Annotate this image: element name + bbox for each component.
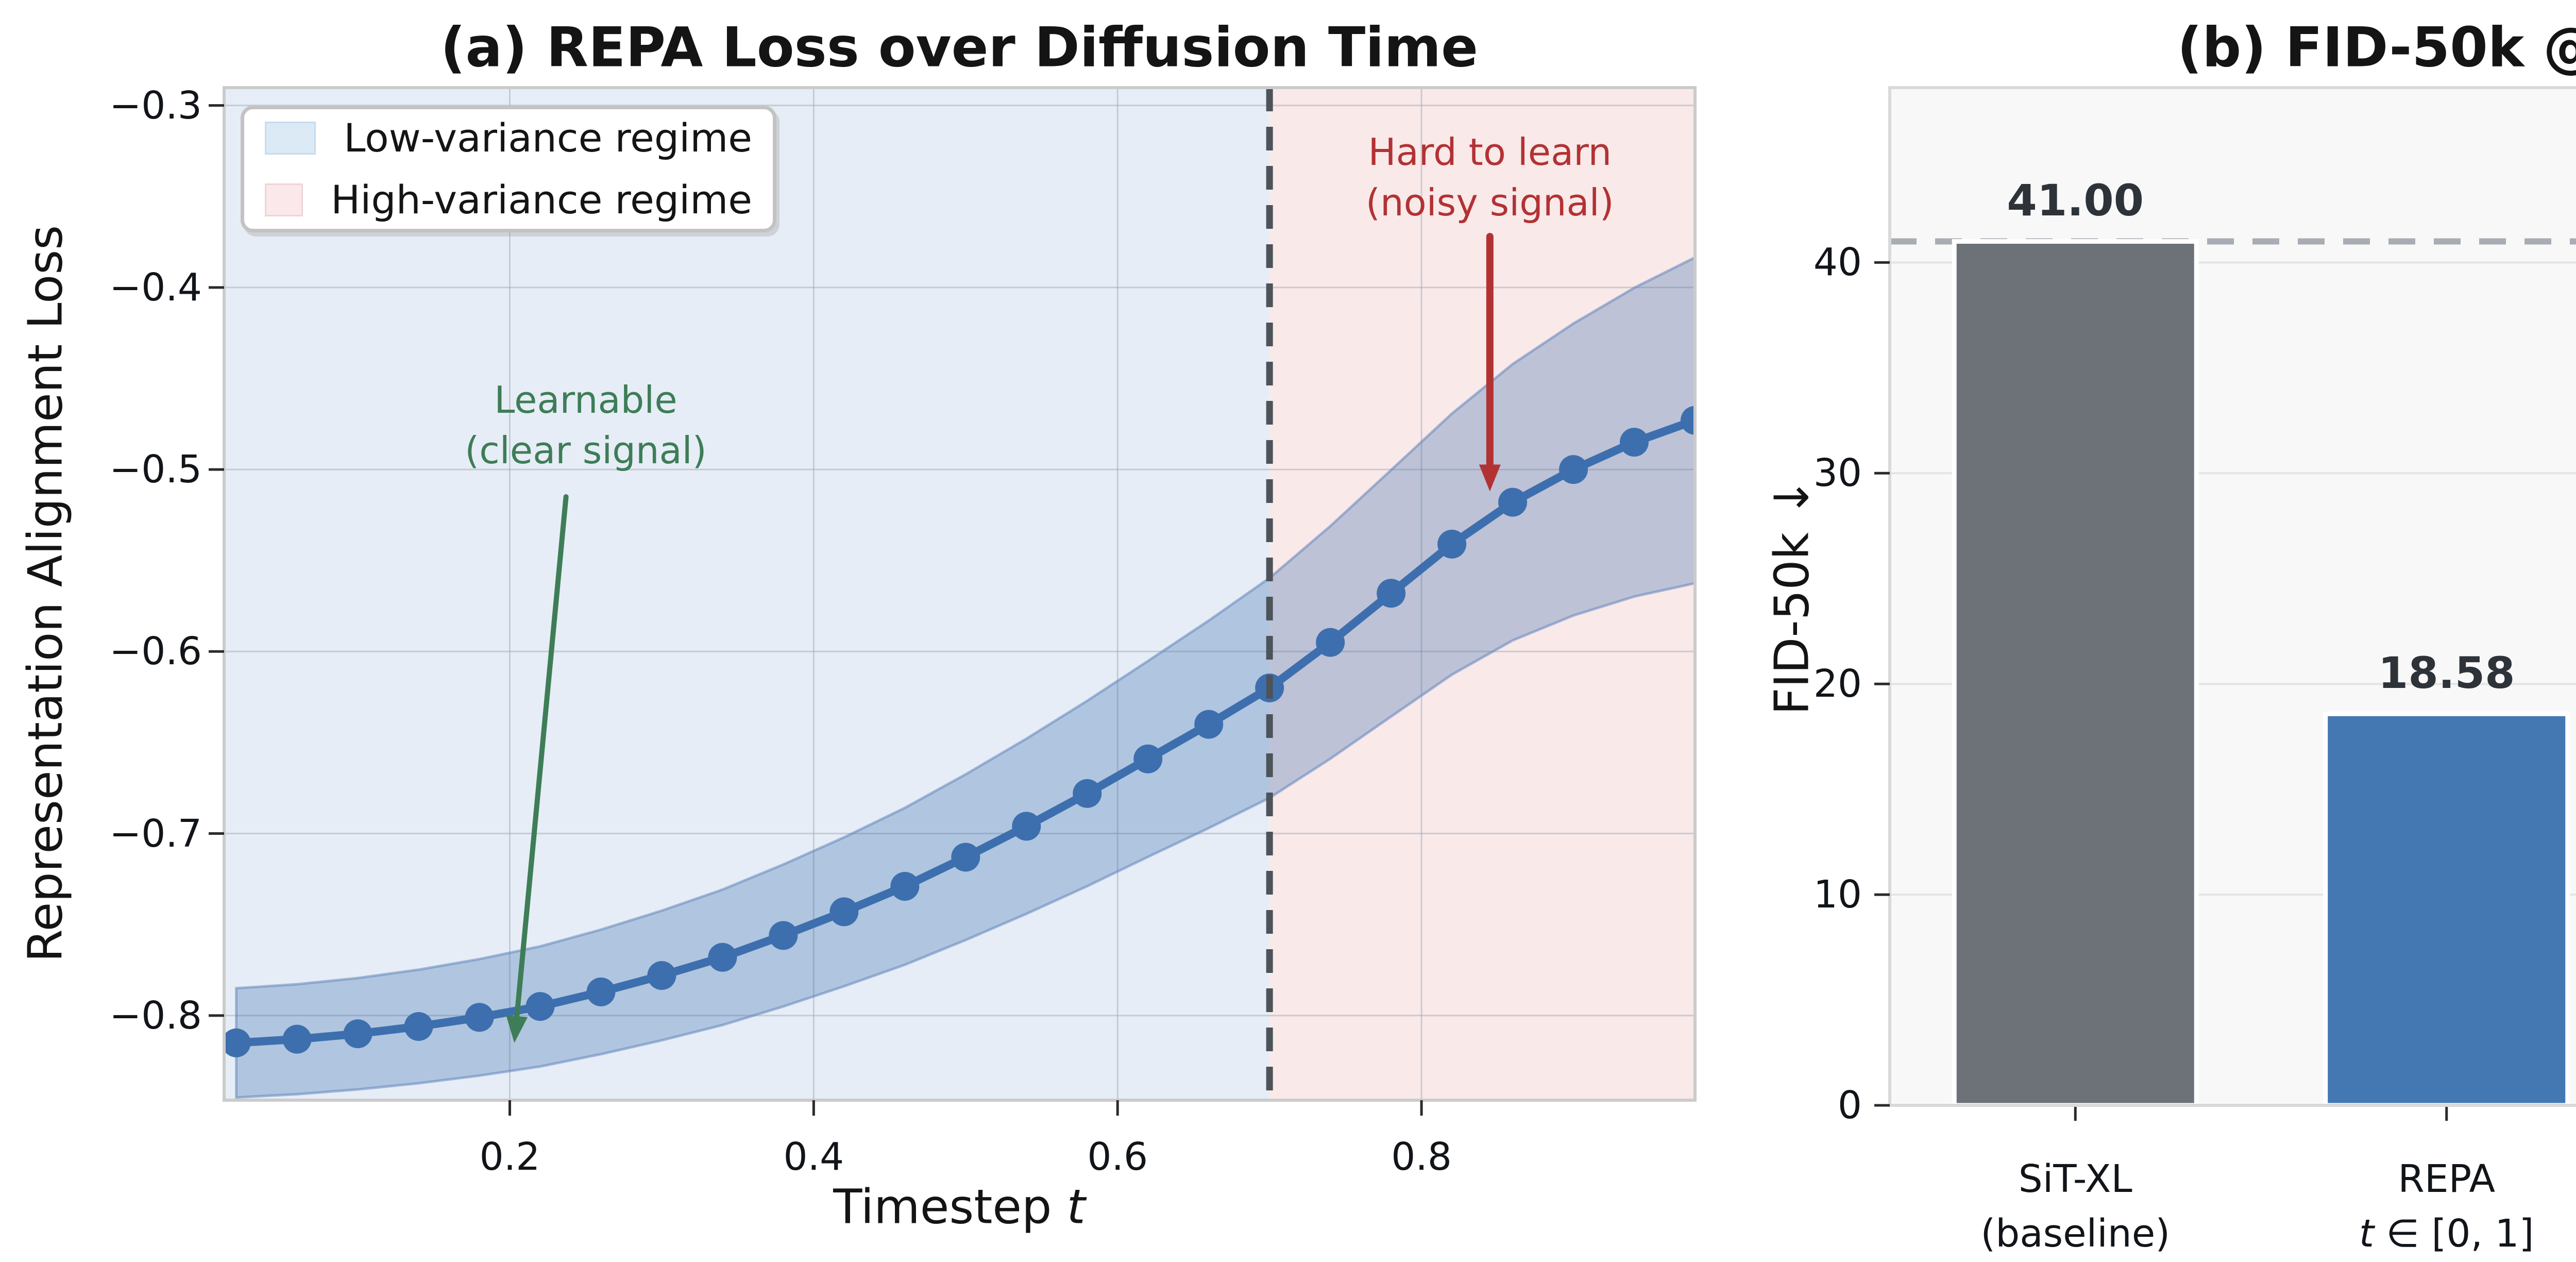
panel-a-frame [223, 86, 1697, 1102]
region-high-variance [1269, 88, 1695, 1100]
panel-a-xtick-label: 0.2 [479, 1135, 540, 1179]
data-point [1681, 406, 1695, 435]
data-point [1620, 428, 1649, 457]
panel-b-frame [1888, 86, 2576, 1107]
data-point [951, 843, 980, 872]
bar-category-line1: SiT-XL [2018, 1157, 2132, 1201]
bar-category-line2: (baseline) [1980, 1211, 2171, 1256]
bar-category-var: t [2359, 1211, 2375, 1256]
panel-a-ytick-label: −0.6 [109, 629, 202, 674]
data-point [465, 1003, 494, 1032]
panel-b-ytick-label: 30 [1813, 451, 1862, 496]
bar-0 [1952, 239, 2199, 1108]
data-point [1194, 710, 1224, 739]
bar-category-label: REPA t ∈ [0, 1] [2359, 1152, 2534, 1261]
data-point [224, 1028, 251, 1057]
panel-a-xtick-label: 0.6 [1087, 1135, 1148, 1179]
panel-a-ytick-label: −0.8 [109, 993, 202, 1038]
annotation-arrow-learnable-head [506, 1015, 528, 1043]
data-point [1316, 628, 1345, 657]
annotation-hard-to-learn: Hard to learn (noisy signal) [1365, 130, 1614, 225]
data-point [647, 961, 676, 990]
data-point [586, 977, 616, 1006]
legend-label-low-variance: Low-variance regime [344, 115, 752, 161]
panel-a-ytick-label: −0.7 [109, 811, 202, 856]
panel-a-xlabel: Timestep t [833, 1180, 1085, 1235]
bar-1 [2323, 711, 2570, 1108]
panel-a-xtick-label: 0.4 [783, 1135, 844, 1179]
panel-a-ytick-label: −0.5 [109, 447, 202, 492]
data-point [890, 871, 920, 901]
legend-swatch-low-variance-icon [265, 122, 316, 155]
data-point [404, 1012, 433, 1041]
legend-swatch-high-variance-icon [265, 183, 303, 216]
annotation-arrow-hard-to-learn-head [1479, 464, 1501, 492]
confidence-band [235, 256, 1695, 1099]
panel-a-title: (a) REPA Loss over Diffusion Time [440, 15, 1478, 79]
region-low-variance [224, 88, 1270, 1100]
bar-category-label: SiT-XL (baseline) [1980, 1152, 2170, 1261]
data-point [1012, 812, 1041, 841]
data-point [1559, 455, 1588, 484]
panel-a-ylabel: Representation Alignment Loss [18, 225, 73, 963]
panel-a-ytick-label: −0.4 [109, 265, 202, 310]
annotation-learnable: Learnable (clear signal) [465, 378, 707, 472]
panel-b-title: (b) FID-50k @ 100k Iterations [2177, 15, 2576, 79]
legend-label-high-variance: High-variance regime [331, 177, 752, 223]
data-point [1498, 487, 1528, 517]
legend-item-low-variance: Low-variance regime [265, 119, 752, 158]
data-point [526, 992, 555, 1021]
legend-item-high-variance: High-variance regime [265, 180, 752, 220]
panel-a-xtick-label: 0.8 [1391, 1135, 1452, 1179]
panel-a-xlabel-prefix: Timestep [833, 1179, 1067, 1235]
panel-b-ylabel: FID-50k ↓ [1764, 477, 1820, 715]
bar-category-line1: REPA [2398, 1157, 2496, 1201]
annotation-arrow-learnable-shaft [514, 494, 569, 1019]
panel-a-xlabel-var: t [1066, 1179, 1086, 1235]
data-point [343, 1019, 372, 1049]
bar-value-label: 41.00 [2007, 175, 2144, 226]
panel-b-ytick-label: 10 [1813, 872, 1862, 917]
data-point [1437, 529, 1467, 559]
data-point [708, 943, 737, 972]
data-point [1133, 744, 1163, 773]
data-point [829, 897, 859, 927]
data-point [1377, 579, 1406, 608]
data-point [1073, 779, 1102, 808]
panel-a-ytick-label: −0.3 [109, 83, 202, 128]
panel-b-ytick-label: 40 [1813, 240, 1862, 285]
data-point [769, 921, 798, 950]
data-point [282, 1024, 312, 1054]
legend: Low-variance regime High-variance regime [241, 106, 776, 232]
bar-value-label: 18.58 [2378, 648, 2515, 699]
panel-b-ytick-label: 20 [1813, 662, 1862, 706]
panel-b-ytick-label: 0 [1837, 1083, 1862, 1128]
bar-category-line2: t ∈ [0, 1] [2359, 1211, 2534, 1256]
